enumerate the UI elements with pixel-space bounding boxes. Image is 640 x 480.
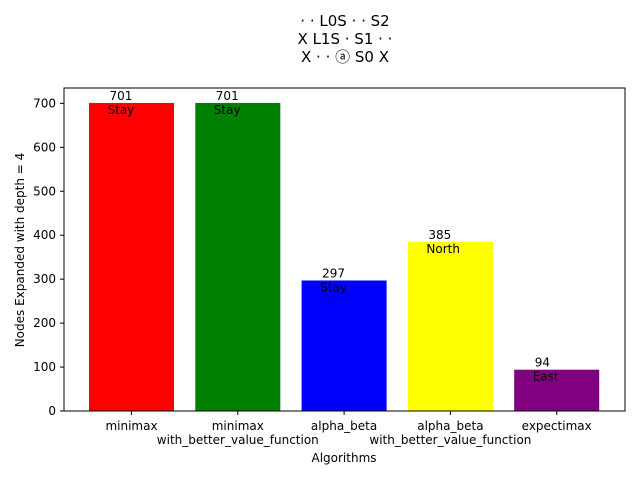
title-line-1: · · L0S · · S2: [300, 12, 389, 30]
chart-title: · · L0S · · S2X L1S · S1 · ·X · · ⓐ S0 X: [298, 12, 393, 66]
y-axis-label: Nodes Expanded with depth = 4: [13, 153, 27, 348]
bar-4: [407, 241, 493, 411]
bar-3: [301, 280, 387, 411]
title-line-3: X · · ⓐ S0 X: [301, 48, 389, 66]
bar-action-label-3: Stay: [320, 280, 347, 294]
title-line-2: X L1S · S1 · ·: [298, 30, 393, 48]
bar-action-label-4: North: [426, 242, 460, 256]
x-tick-label-4: alpha_beta: [417, 419, 483, 433]
bar-action-label-5: East: [533, 370, 559, 384]
y-tick-label-700: 700: [33, 96, 56, 110]
bar-5: [514, 369, 600, 411]
x-tick-label-2-line-2: with_better_value_function: [157, 433, 319, 447]
bar-action-label-1: Stay: [108, 103, 135, 117]
x-tick-label-5: expectimax: [522, 419, 592, 433]
bar-value-label-1: 701: [110, 89, 133, 103]
y-tick-label-0: 0: [48, 404, 56, 418]
bar-action-label-2: Stay: [214, 103, 241, 117]
x-tick-label-3: alpha_beta: [311, 419, 377, 433]
bar-value-label-3: 297: [322, 266, 345, 280]
y-tick-label-300: 300: [33, 272, 56, 286]
y-tick-label-100: 100: [33, 360, 56, 374]
bar-1: [89, 102, 174, 411]
x-tick-label-1: minimax: [105, 419, 157, 433]
y-tick-label-500: 500: [33, 184, 56, 198]
x-tick-label-4-line-2: with_better_value_function: [369, 433, 531, 447]
x-axis-label: Algorithms: [311, 451, 376, 465]
bars: [89, 102, 600, 411]
y-tick-label-400: 400: [33, 228, 56, 242]
bar-value-label-2: 701: [216, 89, 239, 103]
bar-2: [195, 102, 281, 411]
y-tick-label-200: 200: [33, 316, 56, 330]
bar-value-label-4: 385: [428, 228, 451, 242]
x-tick-label-2: minimax: [212, 419, 264, 433]
bar-value-label-5: 94: [535, 356, 550, 370]
y-tick-label-600: 600: [33, 140, 56, 154]
